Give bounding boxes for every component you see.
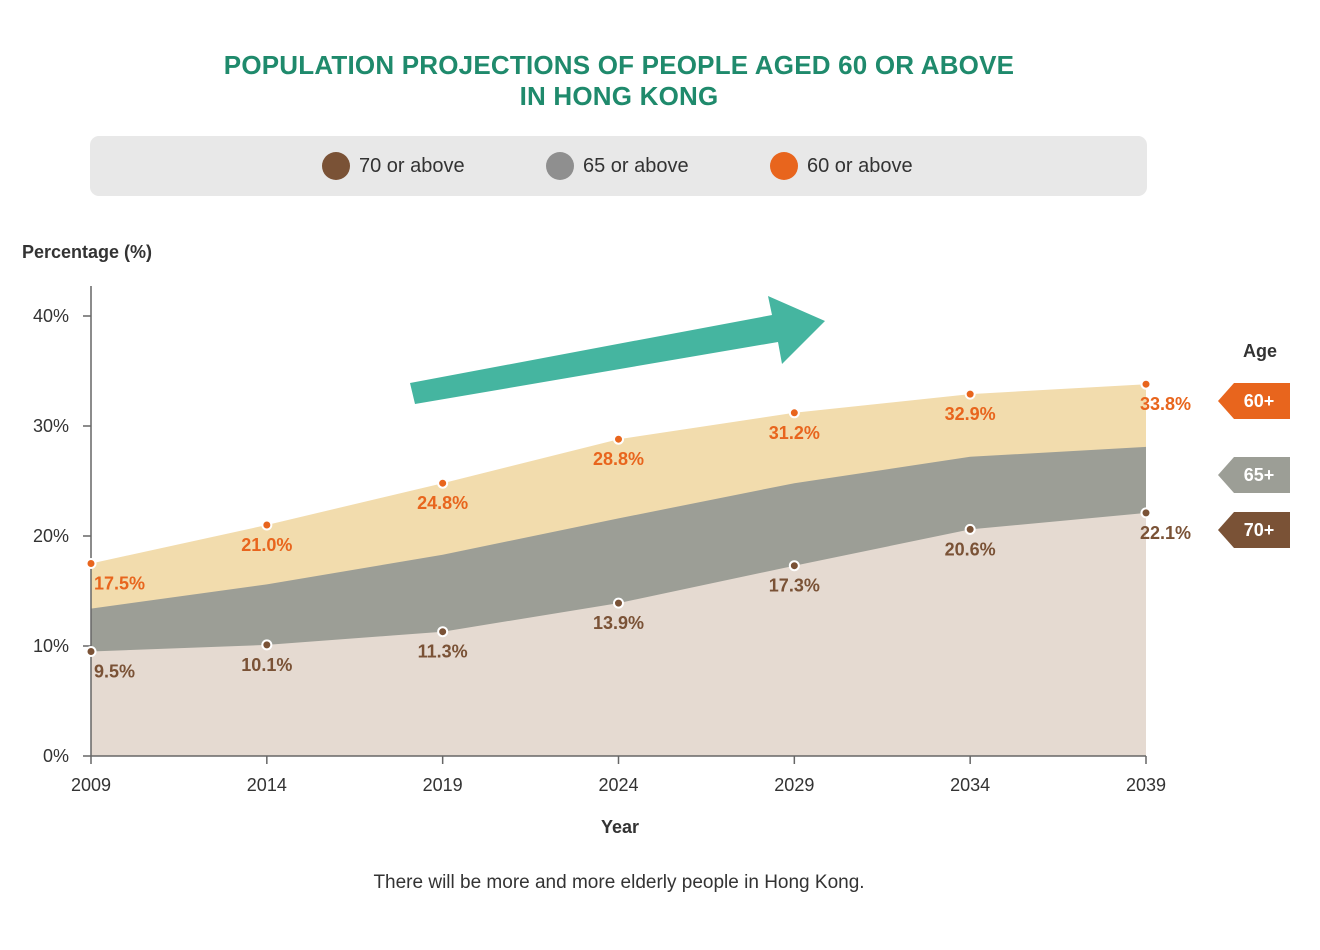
- data-label-70-plus-2024: 13.9%: [593, 613, 644, 633]
- marker-70-plus-2014: [261, 639, 273, 651]
- marker-60-plus-2039: [1140, 378, 1152, 390]
- data-label-70-plus-2019: 11.3%: [418, 642, 468, 662]
- y-tick-label-40: 40%: [33, 306, 69, 326]
- marker-70-plus-2009: [85, 646, 97, 657]
- legend-label-70: 70 or above: [359, 154, 465, 177]
- marker-60-plus-2019: [437, 477, 449, 489]
- y-tick-label-0: 0%: [43, 746, 69, 766]
- legend-swatch-65: [546, 152, 574, 180]
- data-label-70-plus-2039: 22.1%: [1140, 523, 1191, 543]
- area-70-plus: [91, 512, 1146, 756]
- marker-60-plus-2009: [85, 558, 97, 569]
- legend-label-65: 65 or above: [583, 154, 689, 177]
- marker-70-plus-2039: [1140, 507, 1152, 519]
- x-tick-label-2029: 2029: [774, 775, 814, 795]
- marker-70-plus-2034: [964, 523, 976, 535]
- age-tag-60-plus: 60+: [1218, 383, 1290, 419]
- y-tick-label-20: 20%: [33, 526, 69, 546]
- y-tick-label-10: 10%: [33, 636, 69, 656]
- data-label-70-plus-2034: 20.6%: [945, 539, 996, 559]
- data-label-60-plus-2029: 31.2%: [769, 423, 820, 443]
- chart-title: POPULATION PROJECTIONS OF PEOPLE AGED 60…: [0, 50, 1238, 112]
- data-label-70-plus-2014: 10.1%: [241, 655, 292, 675]
- legend-swatch-60: [770, 152, 798, 180]
- x-tick-label-2024: 2024: [598, 775, 638, 795]
- y-tick-label-30: 30%: [33, 416, 69, 436]
- x-tick-label-2009: 2009: [71, 775, 111, 795]
- x-tick-label-2014: 2014: [247, 775, 287, 795]
- chart-caption: There will be more and more elderly peop…: [373, 872, 865, 893]
- trend-arrow-icon: [410, 296, 825, 404]
- age-legend-title: Age: [1242, 341, 1277, 361]
- x-tick-label-2039: 2039: [1126, 775, 1166, 795]
- y-axis-label: Percentage (%): [22, 242, 153, 262]
- legend-label-60: 60 or above: [807, 154, 913, 177]
- marker-70-plus-2019: [437, 626, 449, 638]
- data-label-70-plus-2009: 9.5%: [94, 662, 135, 682]
- data-label-60-plus-2039: 33.8%: [1140, 394, 1191, 414]
- data-label-60-plus-2009: 17.5%: [94, 574, 145, 594]
- x-tick-label-2034: 2034: [950, 775, 990, 795]
- chart-title-line-2: IN HONG KONG: [519, 81, 719, 111]
- marker-60-plus-2029: [788, 407, 800, 419]
- data-label-60-plus-2019: 24.8%: [417, 493, 468, 513]
- data-label-70-plus-2029: 17.3%: [769, 576, 820, 596]
- legend-swatch-70: [322, 152, 350, 180]
- data-label-60-plus-2034: 32.9%: [945, 404, 996, 424]
- legend-item-65-or-above: 65 or above: [546, 152, 689, 180]
- chart-title-line-1: POPULATION PROJECTIONS OF PEOPLE AGED 60…: [223, 50, 1015, 80]
- data-label-60-plus-2014: 21.0%: [241, 535, 292, 555]
- x-tick-label-2019: 2019: [423, 775, 463, 795]
- age-tag-70-plus: 70+: [1218, 512, 1290, 548]
- marker-60-plus-2034: [964, 388, 976, 400]
- marker-60-plus-2024: [613, 433, 624, 445]
- marker-70-plus-2029: [788, 560, 800, 572]
- legend-item-60-or-above: 60 or above: [770, 152, 913, 180]
- legend: 70 or above 65 or above 60 or above: [90, 136, 1147, 196]
- data-label-60-plus-2024: 28.8%: [593, 449, 644, 469]
- legend-item-70-or-above: 70 or above: [322, 152, 465, 180]
- marker-70-plus-2024: [613, 597, 624, 609]
- x-axis-label: Year: [600, 817, 640, 837]
- marker-60-plus-2014: [261, 519, 273, 531]
- age-tag-65-plus: 65+: [1218, 457, 1290, 493]
